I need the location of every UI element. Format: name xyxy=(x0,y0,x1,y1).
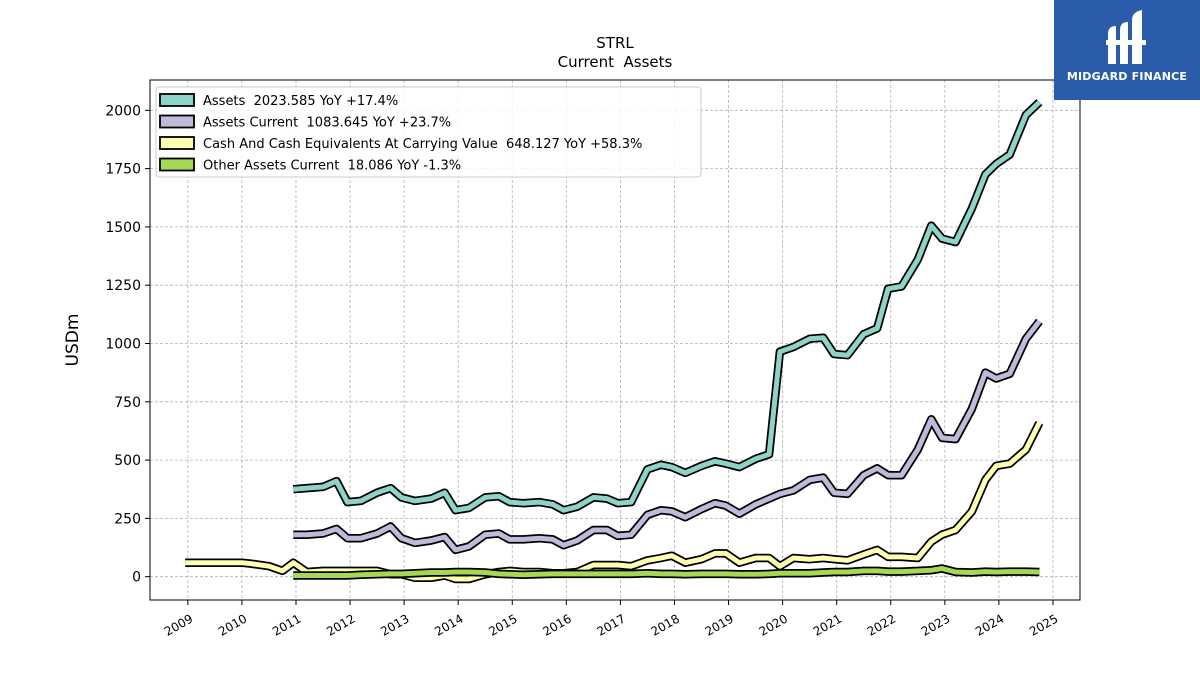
plot-frame xyxy=(149,79,1081,601)
brand-logo: MIDGARD FINANCE xyxy=(1054,0,1200,100)
y-axis-ticks: 0 250 500 750 1000 1250 1500 1750 2000 xyxy=(105,103,150,586)
series-layer xyxy=(185,99,1044,584)
y-tick-label: 0 xyxy=(132,570,141,586)
legend-label: Assets Current 1083.645 YoY +23.7% xyxy=(203,116,451,131)
x-tick-label: 2025 xyxy=(1027,611,1060,638)
x-axis-ticks: 2009 2010 2011 2012 2013 2014 2015 2016 2017 2018… xyxy=(162,600,1060,639)
series-1 xyxy=(293,318,1043,555)
x-tick-label: 2015 xyxy=(486,611,519,638)
y-tick-label: 1750 xyxy=(105,162,141,178)
legend-label: Assets 2023.585 YoY +17.4% xyxy=(203,94,398,109)
chart-subtitle: Current Assets xyxy=(558,53,673,71)
legend-item: Assets Current 1083.645 YoY +23.7% xyxy=(159,114,451,131)
y-tick-label: 2000 xyxy=(105,103,141,119)
x-tick-label: 2010 xyxy=(216,611,249,638)
series-line xyxy=(293,566,1040,578)
series-line xyxy=(293,319,1042,553)
legend-swatch xyxy=(159,93,195,107)
y-axis-label: USDm xyxy=(63,314,83,367)
legend-label: Other Assets Current 18.086 YoY -1.3% xyxy=(203,159,461,174)
x-tick-label: 2021 xyxy=(811,611,844,638)
x-tick-label: 2013 xyxy=(378,611,411,638)
legend-item: Cash And Cash Equivalents At Carrying Va… xyxy=(159,136,642,152)
y-tick-label: 750 xyxy=(114,395,141,411)
x-tick-label: 2024 xyxy=(973,611,1006,638)
x-tick-label: 2012 xyxy=(324,611,357,638)
x-tick-label: 2011 xyxy=(270,611,303,638)
legend-item: Assets 2023.585 YoY +17.4% xyxy=(159,93,398,109)
y-tick-label: 1250 xyxy=(105,278,141,294)
y-tick-label: 500 xyxy=(114,453,141,469)
series-3 xyxy=(293,564,1040,580)
x-tick-label: 2018 xyxy=(649,611,682,638)
x-tick-label: 2009 xyxy=(162,611,195,638)
series-0 xyxy=(292,99,1043,515)
brand-name: MIDGARD FINANCE xyxy=(1066,70,1188,83)
legend-swatch xyxy=(159,136,195,150)
legend: Assets 2023.585 YoY +17.4% Assets Current… xyxy=(155,86,702,178)
x-tick-label: 2023 xyxy=(919,611,952,638)
legend-swatch xyxy=(159,114,195,129)
y-tick-label: 1000 xyxy=(105,336,141,352)
y-tick-label: 250 xyxy=(114,511,141,527)
series-line-outline xyxy=(293,318,1043,555)
series-line xyxy=(293,100,1042,513)
x-tick-label: 2019 xyxy=(703,611,736,638)
x-tick-label: 2017 xyxy=(594,611,627,638)
chart-title: STRL xyxy=(596,34,634,52)
x-tick-label: 2016 xyxy=(540,611,573,638)
legend-box xyxy=(155,86,702,178)
legend-item: Other Assets Current 18.086 YoY -1.3% xyxy=(159,157,461,174)
legend-label: Cash And Cash Equivalents At Carrying Va… xyxy=(203,137,642,152)
x-tick-label: 2020 xyxy=(757,611,790,638)
series-2 xyxy=(185,420,1044,584)
y-tick-label: 1500 xyxy=(105,220,141,236)
logo-mark-icon xyxy=(1106,10,1146,64)
x-tick-label: 2014 xyxy=(432,611,465,638)
legend-swatch xyxy=(159,157,195,172)
x-tick-label: 2022 xyxy=(865,611,898,638)
series-line xyxy=(185,421,1042,582)
